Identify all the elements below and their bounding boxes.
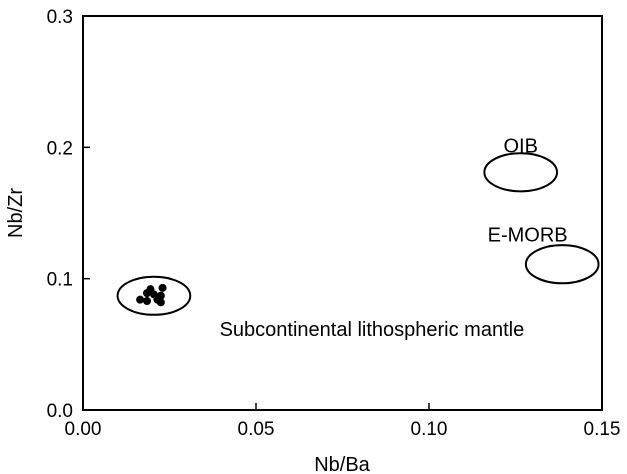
subcontinental-lithospheric-mantle-label: Subcontinental lithospheric mantle [220,319,525,341]
field-regions: OIB E-MORB Subcontinental lithospheric man… [116,135,600,341]
data-point [143,289,152,298]
x-axis-title: Nb/Ba [314,454,370,474]
x-tick-label: 0.10 [411,419,448,440]
e-morb-field-outline [524,244,600,285]
subcontinental-lithospheric-mantle-field-outline [116,275,192,316]
y-tick-label: 0.3 [47,7,73,28]
x-tick-label: 0.15 [584,419,621,440]
y-axis-title: Nb/Zr [5,188,27,238]
data-points [136,283,167,307]
oib-label: OIB [503,135,537,157]
x-tick-label: 0.05 [238,419,275,440]
data-point [153,295,162,304]
plot-frame [82,15,603,411]
data-point [136,295,145,304]
data-point [158,283,167,292]
e-morb-label: E-MORB [488,225,568,247]
x-axis: 0.00 0.05 0.10 0.15 [65,403,621,440]
y-tick-label: 0.0 [47,401,73,422]
data-point [143,296,152,305]
y-tick-label: 0.1 [47,270,73,291]
oib-field-outline [483,152,559,193]
y-tick-label: 0.2 [47,138,73,159]
y-axis: 0.0 0.1 0.2 0.3 [47,7,90,422]
x-tick-label: 0.00 [65,419,102,440]
